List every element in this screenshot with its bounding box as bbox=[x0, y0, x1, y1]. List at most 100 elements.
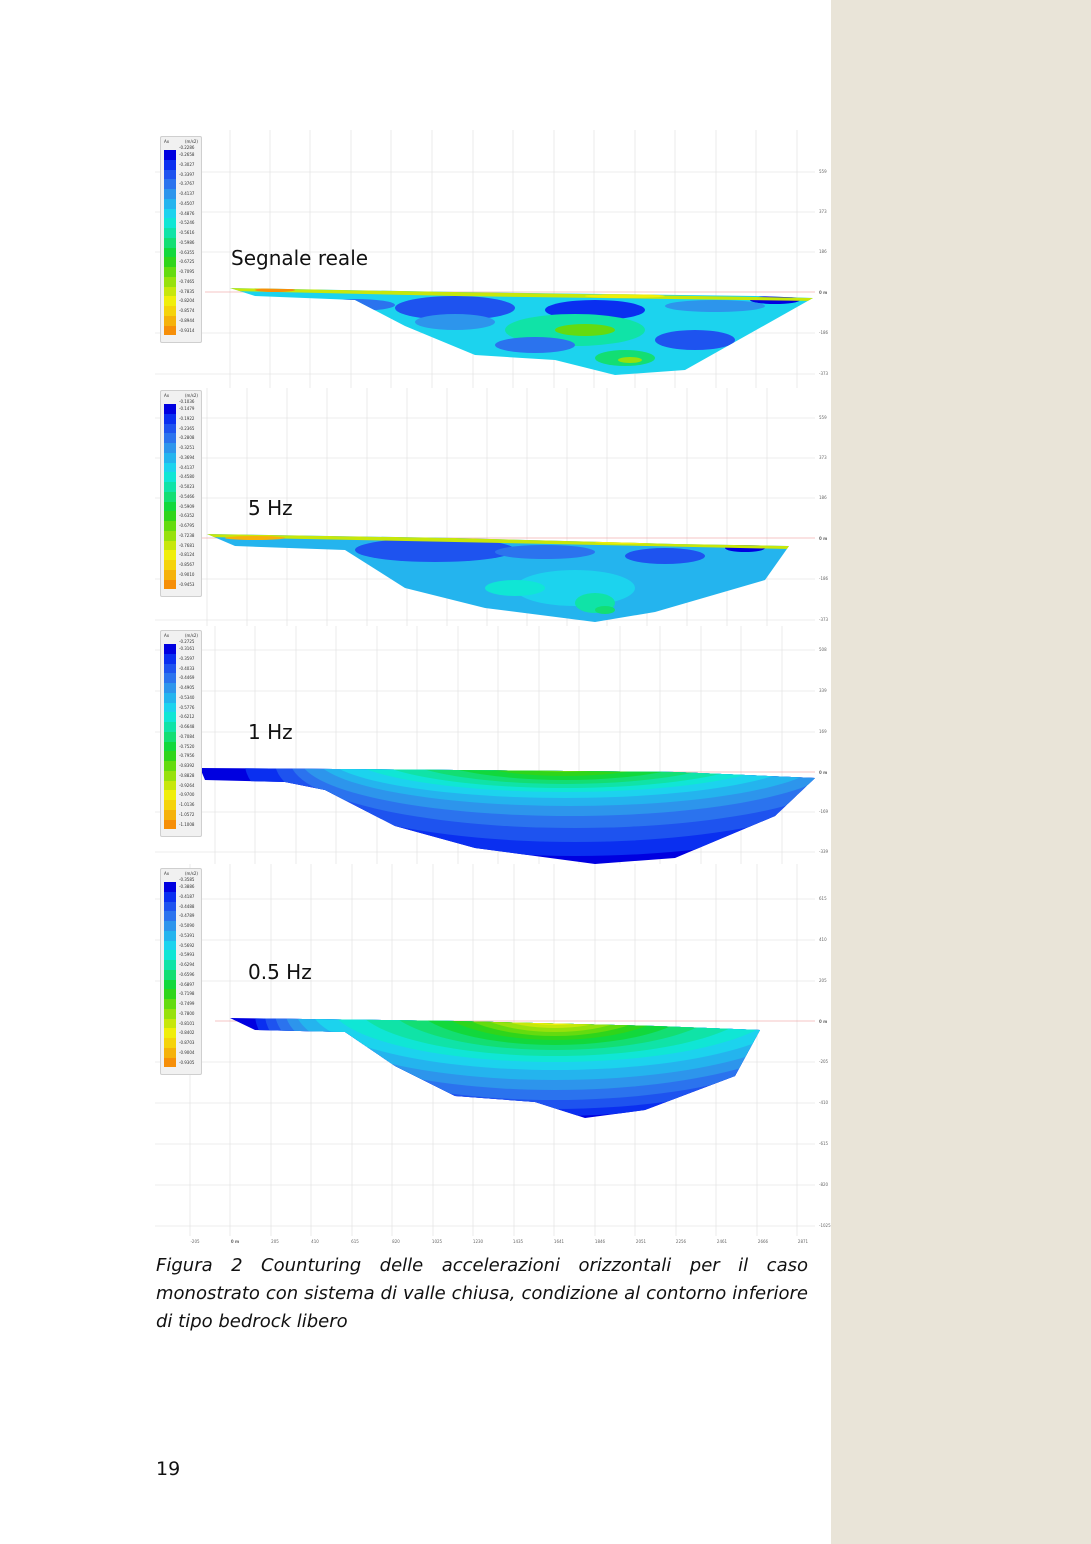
legend-rows: -0.2658 -0.3027 -0.3397 -0.3767 -0.4137 -0.45… bbox=[161, 150, 201, 336]
legend-row: -0.8204 bbox=[161, 296, 201, 306]
y-tick: 373 bbox=[819, 209, 827, 214]
legend-swatch bbox=[164, 198, 176, 209]
legend-value: -0.4789 bbox=[179, 913, 195, 919]
legend-row: -0.6212 bbox=[161, 712, 201, 722]
legend-swatch bbox=[164, 315, 176, 326]
legend-swatch bbox=[164, 276, 176, 287]
legend-row: -0.1479 bbox=[161, 404, 201, 414]
legend-value: -0.3767 bbox=[179, 181, 195, 187]
legend-swatch bbox=[164, 325, 176, 336]
legend-value: -0.7800 bbox=[179, 1010, 195, 1016]
legend-value: -0.7465 bbox=[179, 278, 195, 284]
legend-value: -0.1479 bbox=[179, 406, 195, 411]
legend-value: -0.7198 bbox=[179, 991, 195, 997]
x-tick: 615 bbox=[351, 1239, 359, 1244]
legend-swatch bbox=[164, 940, 176, 951]
legend-value: -0.4876 bbox=[179, 210, 195, 216]
legend-swatch bbox=[164, 790, 176, 800]
legend-row: -0.7520 bbox=[161, 741, 201, 752]
legend-swatch bbox=[164, 404, 176, 414]
legend-swatch bbox=[164, 306, 176, 316]
y-tick: -169 bbox=[819, 809, 829, 814]
x-tick: 2256 bbox=[676, 1239, 687, 1244]
legend-row: -0.7835 bbox=[161, 286, 201, 297]
legend-swatch bbox=[164, 989, 176, 999]
legend-swatch bbox=[164, 911, 176, 921]
legend-swatch bbox=[164, 540, 176, 551]
legend-value: -0.9010 bbox=[179, 571, 195, 577]
legend-row: -0.3597 bbox=[161, 653, 201, 664]
legend-row: -0.6795 bbox=[161, 521, 201, 531]
legend-value: -0.2808 bbox=[179, 435, 195, 441]
legend-swatch bbox=[164, 433, 176, 443]
y-tick: -820 bbox=[819, 1182, 829, 1187]
x-tick: 820 bbox=[392, 1239, 400, 1244]
panel-label: 0.5 Hz bbox=[248, 960, 312, 984]
legend-row: -0.8101 bbox=[161, 1018, 201, 1029]
legend-value: -0.5090 bbox=[179, 923, 195, 928]
legend-swatch bbox=[164, 247, 176, 258]
legend-row: -0.5616 bbox=[161, 228, 201, 238]
legend-value: -0.9305 bbox=[179, 1059, 195, 1065]
y-tick: 186 bbox=[819, 495, 827, 500]
legend-swatch bbox=[164, 1038, 176, 1048]
legend-swatch bbox=[164, 930, 176, 941]
legend-row: -0.2365 bbox=[161, 423, 201, 434]
legend-title: Ax bbox=[164, 633, 170, 638]
y-tick: -186 bbox=[819, 576, 829, 581]
x-tick: 0 m bbox=[231, 1239, 239, 1244]
legend-swatch bbox=[164, 921, 176, 931]
legend-row: -0.5391 bbox=[161, 930, 201, 941]
y-tick: -205 bbox=[819, 1059, 829, 1064]
legend-value: -0.9004 bbox=[179, 1049, 195, 1055]
legend-value: -0.4507 bbox=[179, 200, 195, 206]
legend-value: -0.6352 bbox=[179, 513, 195, 519]
legend-swatch bbox=[164, 809, 176, 820]
legend-row: -0.4137 bbox=[161, 462, 201, 473]
legend-row: -0.5776 bbox=[161, 702, 201, 713]
legend-row: -0.8574 bbox=[161, 306, 201, 316]
legend-swatch bbox=[164, 482, 176, 492]
legend-swatch bbox=[164, 692, 176, 703]
legend-swatch bbox=[164, 560, 176, 570]
legend-swatch bbox=[164, 501, 176, 512]
legend-value: -0.3397 bbox=[179, 171, 195, 177]
x-tick: 2871 bbox=[798, 1239, 809, 1244]
legend-row: -0.4033 bbox=[161, 663, 201, 674]
legend-swatch bbox=[164, 882, 176, 892]
legend-value: -0.6648 bbox=[179, 724, 195, 729]
x-tick: 410 bbox=[311, 1239, 319, 1244]
legend-value: -0.3027 bbox=[179, 161, 195, 167]
figure-contours: 559 373 186 0 m -186 -373 Ax (m/s2) -0.22… bbox=[155, 130, 831, 1250]
legend-swatch bbox=[164, 761, 176, 771]
legend-swatch bbox=[164, 960, 176, 970]
y-tick: 615 bbox=[819, 896, 827, 901]
legend-value: -0.5776 bbox=[179, 704, 195, 710]
legend-swatch bbox=[164, 443, 176, 453]
legend-value: -0.4033 bbox=[179, 665, 195, 671]
legend-value: -0.8124 bbox=[179, 552, 195, 558]
legend-value: -0.7084 bbox=[179, 733, 195, 739]
legend-value: -0.5023 bbox=[179, 484, 195, 489]
legend-value: -0.5391 bbox=[179, 932, 195, 938]
legend-row: -0.8402 bbox=[161, 1028, 201, 1038]
y-tick: -373 bbox=[819, 617, 829, 622]
legend-swatch bbox=[164, 423, 176, 434]
legend-min: -0.1036 bbox=[179, 399, 195, 404]
legend-swatch bbox=[164, 819, 176, 830]
contour-plot-0-5hz: 615 410 205 0 m -205 -410 -615 -820 -102… bbox=[155, 864, 831, 1236]
legend-value: -0.9264 bbox=[179, 782, 195, 788]
legend-row: -0.7084 bbox=[161, 731, 201, 742]
legend-swatch bbox=[164, 296, 176, 306]
legend-row: -0.3027 bbox=[161, 159, 201, 170]
y-tick: -339 bbox=[819, 849, 829, 854]
legend-value: -0.1922 bbox=[179, 415, 195, 421]
legend-swatch bbox=[164, 901, 176, 912]
x-tick: 2051 bbox=[636, 1239, 647, 1244]
legend-value: -1.0136 bbox=[179, 802, 195, 807]
panel-1hz: 508 339 169 0 m -169 -339 Ax (m/s2) -0.27… bbox=[155, 626, 831, 864]
legend-swatch bbox=[164, 267, 176, 277]
legend-value: -0.5616 bbox=[179, 230, 195, 235]
legend-value: -0.6596 bbox=[179, 971, 195, 977]
legend-unit: (m/s2) bbox=[185, 633, 198, 638]
